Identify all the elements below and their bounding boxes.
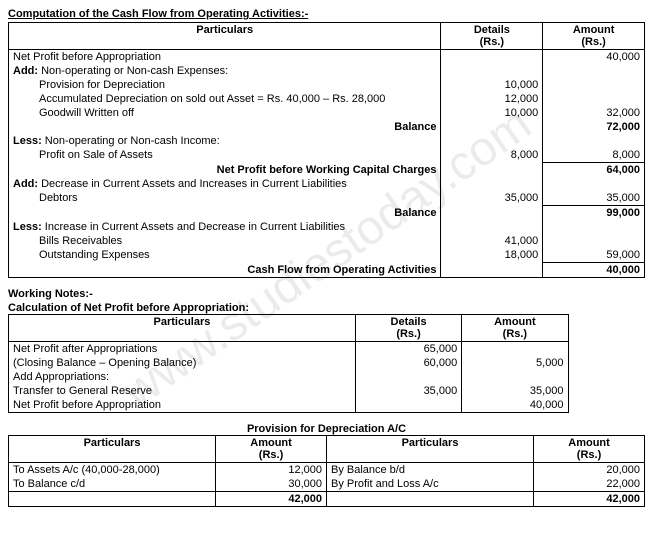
table-total-label [9, 492, 216, 507]
table-row-label: To Balance c/d [9, 477, 216, 492]
table-row-label: Outstanding Expenses [9, 248, 441, 263]
net-profit-table: Particulars Details (Rs.) Amount (Rs.) N… [8, 314, 569, 413]
table1-title: Computation of the Cash Flow from Operat… [8, 8, 645, 20]
table-row-label: Transfer to General Reserve [9, 384, 356, 398]
table-row-label: Goodwill Written off [9, 106, 441, 120]
table-row-amount: 99,000 [543, 206, 645, 221]
table-row-details: 18,000 [441, 248, 543, 263]
table-row-details: 10,000 [441, 78, 543, 92]
table-row-label: Less: Increase in Current Assets and Dec… [9, 220, 441, 234]
table-row-amount: 20,000 [534, 463, 645, 478]
col2-amount: Amount (Rs.) [462, 315, 568, 342]
table-row-label: Net Profit after Appropriations [9, 342, 356, 357]
table-row-amount: 22,000 [534, 477, 645, 492]
table-row-label: Net Profit before Working Capital Charge… [9, 163, 441, 178]
table-row-details [441, 263, 543, 278]
table-total-amount: 42,000 [534, 492, 645, 507]
table-row-amount: 64,000 [543, 163, 645, 178]
cash-flow-table: Particulars Details (Rs.) Amount (Rs.) N… [8, 22, 645, 278]
table-row-label: Balance [9, 206, 441, 221]
table-row-amount: 12,000 [216, 463, 327, 478]
table-row-details: 8,000 [441, 148, 543, 163]
table-row-details [355, 398, 461, 413]
table-row-amount [543, 92, 645, 106]
table3-title: Provision for Depreciation A/C [8, 423, 645, 435]
col3l-particulars: Particulars [9, 436, 216, 463]
table-row-label: Balance [9, 120, 441, 134]
table-row-details: 35,000 [441, 191, 543, 206]
table-row-details [441, 64, 543, 78]
table-total-label [326, 492, 533, 507]
col2-details: Details (Rs.) [355, 315, 461, 342]
calc-title: Calculation of Net Profit before Appropr… [8, 302, 645, 314]
table-row-label: Net Profit before Appropriation [9, 398, 356, 413]
table-row-label: Accumulated Depreciation on sold out Ass… [9, 92, 441, 106]
table-row-label: Debtors [9, 191, 441, 206]
table-row-label: Add Appropriations: [9, 370, 356, 384]
col3r-particulars: Particulars [326, 436, 533, 463]
table-row-amount [543, 78, 645, 92]
table-row-amount: 59,000 [543, 248, 645, 263]
table-row-amount: 40,000 [462, 398, 568, 413]
col-particulars: Particulars [9, 23, 441, 50]
table-row-label: By Balance b/d [326, 463, 533, 478]
table-row-amount: 8,000 [543, 148, 645, 163]
table-row-label: By Profit and Loss A/c [326, 477, 533, 492]
table-row-amount: 32,000 [543, 106, 645, 120]
table-row-amount [543, 134, 645, 148]
table-row-details: 41,000 [441, 234, 543, 248]
table-row-details [441, 134, 543, 148]
table-row-label: Less: Non-operating or Non-cash Income: [9, 134, 441, 148]
table-row-amount [462, 370, 568, 384]
table-row-amount [543, 220, 645, 234]
depreciation-table: Particulars Amount (Rs.) Particulars Amo… [8, 435, 645, 507]
table-total-amount: 42,000 [216, 492, 327, 507]
table-row-amount: 35,000 [543, 191, 645, 206]
col2-particulars: Particulars [9, 315, 356, 342]
table-row-details [441, 50, 543, 65]
table-row-amount [462, 342, 568, 357]
table-row-label: (Closing Balance – Opening Balance) [9, 356, 356, 370]
table-row-details: 60,000 [355, 356, 461, 370]
col3l-amount: Amount (Rs.) [216, 436, 327, 463]
table-row-details: 10,000 [441, 106, 543, 120]
col-amount: Amount (Rs.) [543, 23, 645, 50]
table-row-details [441, 163, 543, 178]
table-row-details [441, 206, 543, 221]
table-row-label: Profit on Sale of Assets [9, 148, 441, 163]
col3r-amount: Amount (Rs.) [534, 436, 645, 463]
table-row-label: Cash Flow from Operating Activities [9, 263, 441, 278]
table-row-label: Add: Decrease in Current Assets and Incr… [9, 177, 441, 191]
table-row-amount: 30,000 [216, 477, 327, 492]
table-row-label: To Assets A/c (40,000-28,000) [9, 463, 216, 478]
table-row-details [355, 370, 461, 384]
table-row-details [441, 177, 543, 191]
table-row-details: 35,000 [355, 384, 461, 398]
col-details: Details (Rs.) [441, 23, 543, 50]
working-notes-title: Working Notes:- [8, 288, 645, 300]
table-row-amount: 72,000 [543, 120, 645, 134]
table-row-amount [543, 64, 645, 78]
table-row-amount: 35,000 [462, 384, 568, 398]
table-row-details: 65,000 [355, 342, 461, 357]
table-row-details: 12,000 [441, 92, 543, 106]
table-row-amount: 40,000 [543, 263, 645, 278]
table-row-details [441, 120, 543, 134]
table-row-amount [543, 234, 645, 248]
table-row-label: Add: Non-operating or Non-cash Expenses: [9, 64, 441, 78]
table-row-label: Bills Receivables [9, 234, 441, 248]
table-row-amount [543, 177, 645, 191]
table-row-label: Net Profit before Appropriation [9, 50, 441, 65]
table-row-details [441, 220, 543, 234]
table-row-amount: 5,000 [462, 356, 568, 370]
table-row-label: Provision for Depreciation [9, 78, 441, 92]
table-row-amount: 40,000 [543, 50, 645, 65]
